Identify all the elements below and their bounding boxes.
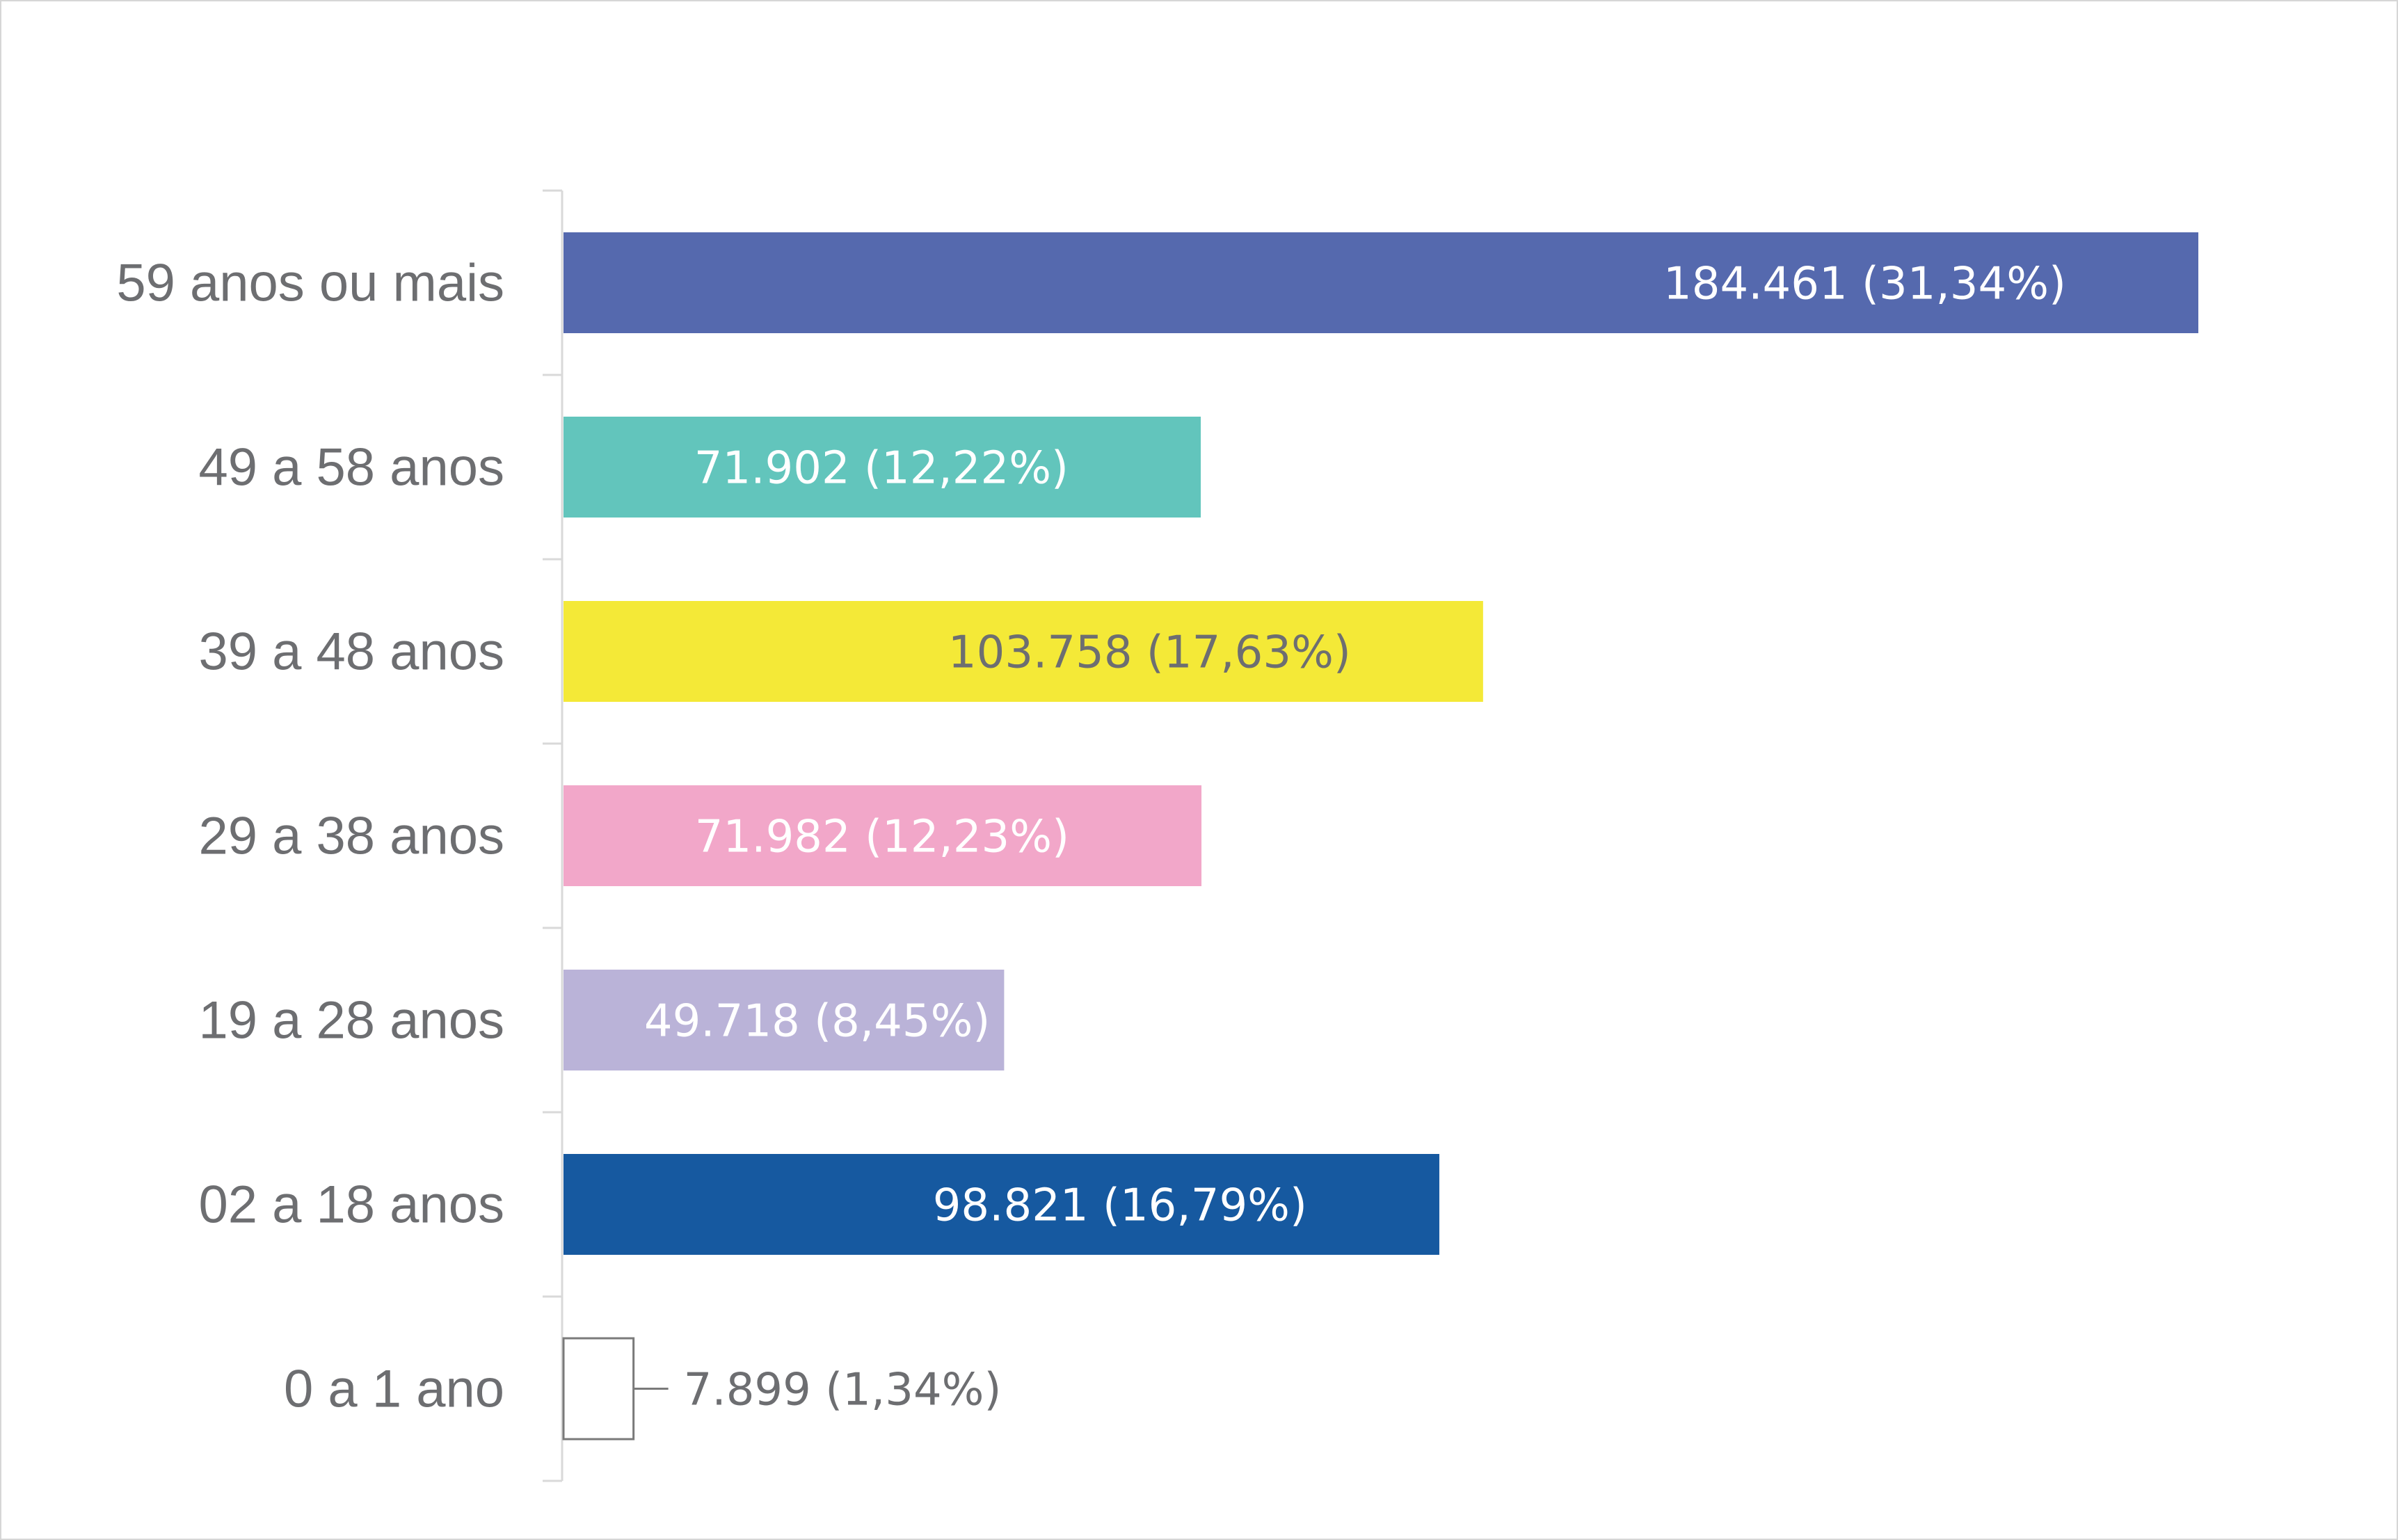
category-label: 29 a 38 anos xyxy=(199,807,505,866)
bars xyxy=(562,232,2198,1441)
bar xyxy=(563,785,1202,886)
data-label: 7.899 (1,34%) xyxy=(684,1365,1002,1416)
data-label: 71.902 (12,22%) xyxy=(694,443,1069,495)
bar xyxy=(563,1154,1439,1255)
category-label: 59 anos ou mais xyxy=(116,254,504,313)
data-label: 184.461 (31,34%) xyxy=(1663,259,2066,310)
data-label: 98.821 (16,79%) xyxy=(933,1180,1307,1232)
bar xyxy=(563,232,2198,333)
category-label: 49 a 58 anos xyxy=(199,438,505,497)
labels: 59 anos ou mais 184.461 (31,34%) 49 a 58 a… xyxy=(116,254,2066,1419)
data-label: 49.718 (8,45%) xyxy=(644,996,991,1048)
category-label: 19 a 28 anos xyxy=(199,991,505,1050)
bar xyxy=(563,970,1005,1070)
y-axis xyxy=(543,189,563,1482)
data-label: 71.982 (12,23%) xyxy=(695,812,1069,863)
category-label: 0 a 1 ano xyxy=(284,1360,504,1419)
bar xyxy=(563,417,1201,518)
bar xyxy=(562,1337,635,1441)
category-label: 39 a 48 anos xyxy=(199,623,505,682)
category-label: 02 a 18 anos xyxy=(199,1176,505,1235)
bar xyxy=(563,601,1483,702)
data-label: 103.758 (17,63%) xyxy=(948,627,1351,679)
